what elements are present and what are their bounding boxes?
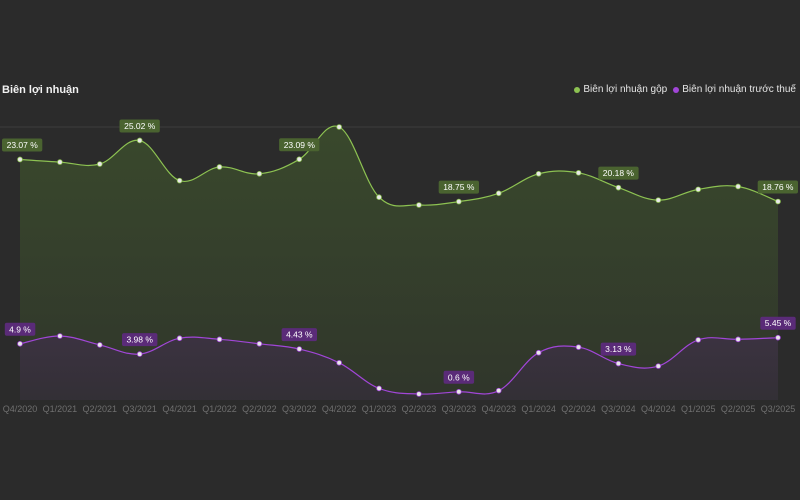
svg-text:23.07 %: 23.07 % (7, 140, 39, 150)
series-0-point-17[interactable] (695, 186, 702, 193)
series-0-point-8[interactable] (336, 124, 342, 130)
series-1-data-label-19: 5.45 % (760, 316, 796, 330)
legend-label-gross: Biên lợi nhuận gộp (583, 84, 668, 95)
series-1-point-6[interactable] (256, 341, 263, 347)
legend-item-pretax[interactable]: Biên lợi nhuận trước thuế (673, 84, 796, 95)
x-tick-label-8: Q4/2022 (322, 404, 357, 414)
x-tick-label-19: Q3/2025 (761, 404, 796, 414)
x-tick-label-7: Q3/2022 (282, 404, 317, 414)
series-0-point-16[interactable] (655, 197, 662, 203)
series-0-point-2[interactable] (96, 161, 103, 167)
series-0-point-12[interactable] (495, 190, 502, 197)
series-1-point-17[interactable] (695, 337, 702, 343)
x-tick-label-4: Q4/2021 (162, 404, 197, 414)
series-1-point-16[interactable] (655, 363, 662, 369)
x-tick-label-13: Q1/2024 (521, 404, 556, 414)
series-0-data-label-19: 18.76 % (757, 180, 798, 194)
series-1-data-label-15: 3.13 % (600, 342, 637, 356)
svg-text:18.75 %: 18.75 % (443, 182, 475, 192)
series-1-point-3[interactable] (136, 351, 143, 357)
series-1-point-8[interactable] (336, 359, 342, 366)
legend-item-gross[interactable]: Biên lợi nhuận gộp (574, 84, 667, 95)
series-0-point-11[interactable] (456, 198, 462, 205)
series-0-point-1[interactable] (57, 159, 63, 165)
x-tick-label-0: Q4/2020 (3, 404, 38, 414)
series-0-point-10[interactable] (416, 202, 422, 208)
svg-text:3.98 %: 3.98 % (126, 335, 153, 345)
series-1-point-12[interactable] (495, 387, 502, 394)
svg-text:25.02 %: 25.02 % (124, 121, 156, 131)
x-tick-label-10: Q2/2023 (402, 404, 437, 414)
series-1-data-label-7: 4.43 % (281, 328, 317, 342)
series-0-data-label-7: 23.09 % (279, 138, 320, 152)
series-1-point-7[interactable] (296, 346, 303, 352)
x-tick-label-9: Q1/2023 (362, 404, 397, 414)
series-0-point-4[interactable] (176, 177, 183, 184)
legend-dot-pretax-icon (673, 86, 680, 93)
x-tick-label-1: Q1/2021 (43, 404, 78, 414)
x-tick-label-6: Q2/2022 (242, 404, 277, 414)
series-0-point-19[interactable] (775, 198, 781, 205)
series-0-data-label-0: 23.07 % (2, 138, 43, 152)
series-1-point-18[interactable] (735, 336, 741, 343)
svg-text:5.45 %: 5.45 % (765, 318, 792, 328)
x-tick-label-11: Q3/2023 (442, 404, 477, 414)
series-0-point-13[interactable] (535, 171, 542, 177)
x-tick-label-14: Q2/2024 (561, 404, 596, 414)
x-tick-label-12: Q4/2023 (481, 404, 516, 414)
chart-title: Biên lợi nhuận (2, 84, 79, 96)
series-1-data-label-11: 0.6 % (443, 370, 475, 384)
svg-text:0.6 %: 0.6 % (448, 372, 470, 382)
series-1-point-10[interactable] (416, 391, 422, 397)
series-1-point-14[interactable] (575, 344, 582, 350)
series-0-data-label-11: 18.75 % (438, 180, 479, 194)
series-1-line (19, 335, 779, 395)
x-tick-label-3: Q3/2021 (122, 404, 157, 414)
series-0-line (19, 125, 779, 207)
x-tick-label-18: Q2/2025 (721, 404, 756, 414)
series-1-point-2[interactable] (96, 342, 103, 348)
x-tick-label-17: Q1/2025 (681, 404, 716, 414)
series-0-point-14[interactable] (575, 170, 582, 176)
series-1-point-19[interactable] (775, 334, 781, 341)
legend: Biên lợi nhuận gộp Biên lợi nhuận trước … (574, 84, 796, 95)
series-1-point-11[interactable] (456, 388, 462, 395)
legend-label-pretax: Biên lợi nhuận trước thuế (682, 84, 796, 95)
x-tick-label-15: Q3/2024 (601, 404, 636, 414)
series-1-point-15[interactable] (615, 360, 622, 367)
svg-text:4.9 %: 4.9 % (9, 324, 31, 334)
series-1-data-label-0: 4.9 % (4, 322, 36, 336)
series-0-point-15[interactable] (615, 184, 622, 191)
series-1-point-9[interactable] (376, 385, 382, 392)
series-0-data-label-3: 25.02 % (119, 119, 160, 133)
series-0-point-9[interactable] (376, 194, 382, 201)
svg-text:18.76 %: 18.76 % (762, 182, 794, 192)
series-1-data-label-3: 3.98 % (122, 333, 158, 347)
x-tick-label-2: Q2/2021 (83, 404, 118, 414)
series-0-point-5[interactable] (216, 164, 223, 170)
series-0-point-7[interactable] (296, 156, 303, 163)
series-0-area (20, 126, 778, 400)
series-1-point-4[interactable] (176, 335, 183, 342)
series-1-point-0[interactable] (17, 341, 23, 347)
series-0-point-6[interactable] (256, 171, 263, 177)
x-tick-label-16: Q4/2024 (641, 404, 676, 414)
x-tick-label-5: Q1/2022 (202, 404, 237, 414)
series-0-point-18[interactable] (735, 183, 741, 190)
series-0-point-3[interactable] (136, 137, 143, 144)
svg-text:4.43 %: 4.43 % (286, 330, 313, 340)
svg-text:23.09 %: 23.09 % (284, 140, 316, 150)
legend-dot-gross-icon (574, 86, 581, 93)
series-1-point-1[interactable] (57, 333, 63, 339)
series-0-data-label-15: 20.18 % (598, 166, 639, 180)
series-1-point-5[interactable] (216, 336, 223, 343)
series-0-point-0[interactable] (17, 156, 23, 163)
svg-text:3.13 %: 3.13 % (605, 344, 632, 354)
series-1-area (20, 335, 778, 400)
svg-text:20.18 %: 20.18 % (603, 168, 635, 178)
series-1-point-13[interactable] (535, 349, 542, 356)
